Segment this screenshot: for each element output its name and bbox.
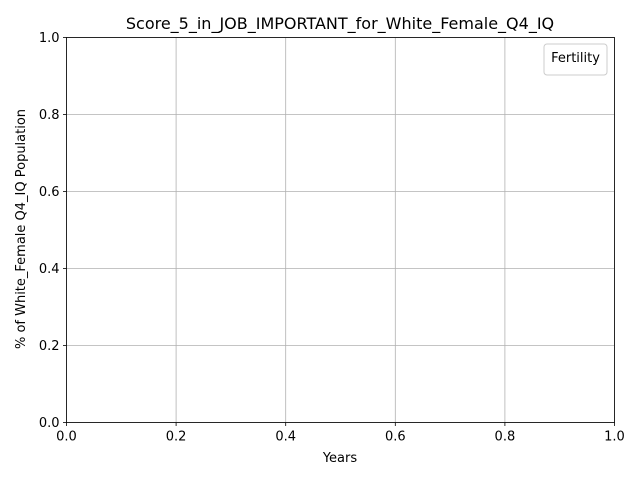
y-tick-label: 0.6 (39, 185, 60, 200)
x-axis-label: Years (322, 451, 358, 466)
y-tick-label: 0.2 (39, 339, 60, 354)
legend: Fertility (543, 43, 608, 76)
plot-area-frame (66, 37, 615, 423)
y-tick-label: 0.8 (39, 108, 60, 123)
x-tick-label: 1.0 (604, 430, 625, 445)
x-tick-label: 0.6 (385, 430, 406, 445)
y-tick-label: 0.0 (39, 416, 60, 431)
grid-lines (66, 37, 615, 423)
chart-title: Score_5_in_JOB_IMPORTANT_for_White_Femal… (126, 14, 554, 34)
x-tick-label: 0.2 (166, 430, 187, 445)
x-tick-label: 0.0 (56, 430, 77, 445)
x-tick-label: 0.4 (275, 430, 296, 445)
y-axis-ticks: 0.0 0.2 0.4 0.6 0.8 1.0 (39, 31, 67, 431)
y-tick-label: 1.0 (39, 31, 60, 46)
x-axis-ticks: 0.0 0.2 0.4 0.6 0.8 1.0 (56, 422, 625, 445)
x-tick-label: 0.8 (495, 430, 516, 445)
y-tick-label: 0.4 (39, 262, 60, 277)
legend-title: Fertility (551, 51, 600, 66)
legend-frame (543, 43, 608, 76)
y-axis-label: % of White_Female Q4_IQ Population (14, 109, 29, 349)
